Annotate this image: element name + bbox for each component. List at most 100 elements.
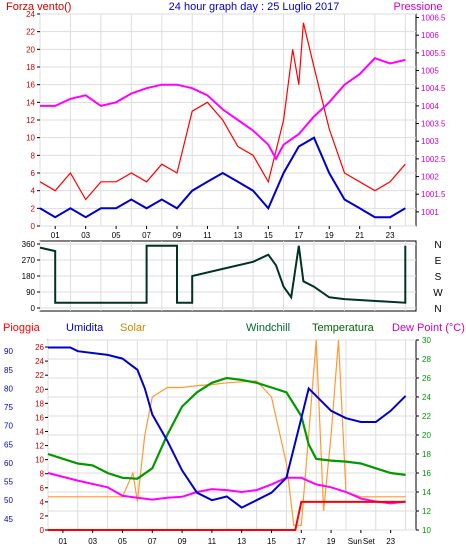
sunset-label-set: Set	[363, 537, 376, 546]
tick-label: 180	[22, 272, 36, 281]
tick-label: 2	[40, 512, 45, 521]
tick-label: 1005.5	[421, 49, 446, 58]
tick-label: 03	[88, 537, 97, 546]
series-solar	[48, 339, 406, 526]
tick-label: 75	[4, 403, 13, 412]
tick-label: 8	[31, 151, 36, 160]
tick-label: 01	[51, 231, 60, 240]
tick-label: 1004	[421, 102, 439, 111]
tick-label: 26	[422, 374, 431, 383]
tick-label: 1003	[421, 137, 439, 146]
tick-label: 10	[35, 456, 44, 465]
tick-label: 19	[327, 537, 336, 546]
series-dewpoint	[47, 472, 406, 505]
legend-label: Dew Point (°C)	[392, 322, 465, 334]
tick-label: 26	[35, 343, 44, 352]
tick-label: 14	[35, 427, 44, 436]
tick-label: 55	[4, 478, 13, 487]
tick-label: 270	[22, 256, 36, 265]
tick-label: 8	[40, 470, 45, 479]
tick-label: 65	[4, 440, 13, 449]
tick-label: 1001.5	[421, 190, 446, 199]
tick-label: 07	[142, 231, 151, 240]
tick-label: 07	[148, 537, 157, 546]
tick-label: 17	[294, 231, 303, 240]
tick-label: 16	[35, 413, 44, 422]
tick-label: 24	[26, 10, 35, 19]
tick-label: 11	[203, 231, 212, 240]
series-pressure	[40, 57, 406, 162]
tick-label: S	[435, 272, 442, 283]
legend-label: Umidita	[66, 322, 104, 334]
tick-label: 12	[35, 442, 44, 451]
tick-label: 23	[386, 537, 395, 546]
tick-label: 80	[4, 384, 13, 393]
tick-label: 20	[422, 431, 431, 440]
tick-label: 28	[422, 355, 431, 364]
series-rain	[48, 500, 406, 531]
tick-label: 1002	[421, 173, 439, 182]
tick-label: W	[433, 288, 443, 299]
tick-label: 12	[26, 116, 35, 125]
tick-label: 0	[31, 222, 36, 231]
series-direction	[39, 244, 407, 304]
pressure-right-label: Pressione	[394, 1, 443, 13]
legend-label: Solar	[120, 322, 146, 334]
tick-label: 18	[35, 399, 44, 408]
tick-label: 85	[4, 366, 13, 375]
tick-label: 16	[422, 469, 431, 478]
tick-label: 19	[325, 231, 334, 240]
tick-label: 20	[35, 385, 44, 394]
tick-label: 90	[26, 288, 35, 297]
tick-label: 24	[35, 357, 44, 366]
tick-label: 16	[26, 81, 35, 90]
tick-label: 90	[4, 347, 13, 356]
tick-label: 60	[4, 459, 13, 468]
tick-label: 0	[40, 526, 45, 535]
legend-label: Temperatura	[312, 322, 375, 334]
tick-label: 22	[422, 412, 431, 421]
tick-label: 15	[267, 537, 276, 546]
tick-label: 6	[31, 169, 36, 178]
tick-label: 360	[22, 240, 36, 249]
tick-label: 15	[264, 231, 273, 240]
series-temperature	[47, 376, 406, 480]
tick-label: 1003.5	[421, 120, 446, 129]
tick-label: 17	[297, 537, 306, 546]
tick-label: 14	[26, 98, 35, 107]
tick-label: N	[434, 240, 441, 251]
tick-label: E	[435, 256, 442, 267]
tick-label: 30	[422, 336, 431, 345]
tick-label: 09	[173, 231, 182, 240]
tick-label: 0	[31, 304, 36, 313]
tick-label: 1005	[421, 67, 439, 76]
tick-label: 1004.5	[421, 84, 446, 93]
sunset-label-sun: Sun	[348, 537, 362, 546]
series-avg	[39, 136, 406, 219]
tick-label: 10	[26, 134, 35, 143]
tick-label: 13	[233, 231, 242, 240]
tick-label: 11	[208, 537, 217, 546]
wind-left-label: Forza vento()	[6, 1, 71, 13]
legend-label: Pioggia	[3, 322, 41, 334]
tick-label: 09	[178, 537, 187, 546]
tick-label: 2	[31, 204, 36, 213]
series-humidity	[48, 346, 407, 509]
tick-label: 1001	[421, 208, 439, 217]
tick-label: 20	[26, 45, 35, 54]
legend-label: Windchill	[246, 322, 290, 334]
tick-label: 6	[40, 484, 45, 493]
tick-label: 4	[31, 187, 36, 196]
tick-label: 05	[118, 537, 127, 546]
tick-label: 23	[386, 231, 395, 240]
tick-label: 05	[112, 231, 121, 240]
tick-label: 45	[4, 515, 13, 524]
tick-label: 4	[40, 498, 45, 507]
tick-label: 18	[422, 450, 431, 459]
series-gust	[39, 22, 406, 201]
tick-label: 22	[35, 371, 44, 380]
tick-label: 03	[81, 231, 90, 240]
tick-label: 13	[237, 537, 246, 546]
